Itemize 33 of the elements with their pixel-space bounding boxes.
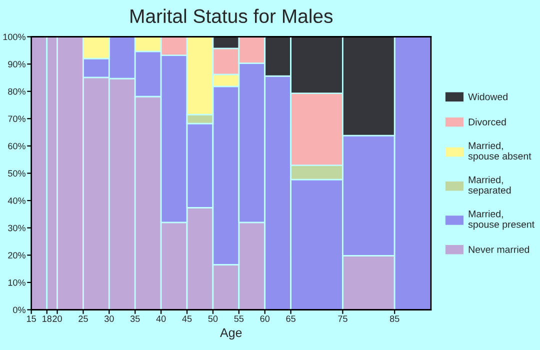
y-tick-label: 60% bbox=[8, 142, 26, 150]
legend-label: Married, separated bbox=[468, 176, 511, 196]
legend-label: Divorced bbox=[468, 118, 506, 126]
y-tick-label: 70% bbox=[8, 116, 26, 122]
x-tick-label: 35 bbox=[130, 316, 140, 322]
x-tick-label: 30 bbox=[104, 316, 114, 322]
x-tick-label: 55 bbox=[234, 316, 244, 322]
legend-label: Never married bbox=[468, 246, 530, 253]
y-tick-label: 10% bbox=[8, 279, 26, 286]
legend-label: Married, spouse absent bbox=[468, 142, 532, 162]
x-tick-label: 50 bbox=[208, 316, 218, 322]
y-tick-label: 20% bbox=[8, 252, 26, 259]
y-tick-label: 40% bbox=[8, 198, 26, 204]
chart-title: Marital Status for Males bbox=[130, 8, 333, 24]
x-tick-label: 60 bbox=[260, 316, 270, 322]
y-tick-label: 100% bbox=[3, 34, 26, 40]
y-tick-label: 0% bbox=[13, 306, 26, 314]
y-tick-label: 50% bbox=[8, 170, 26, 177]
x-tick-label: 18 bbox=[42, 316, 52, 322]
y-tick-label: 30% bbox=[8, 224, 26, 232]
x-tick-label: 15 bbox=[26, 316, 36, 322]
x-axis-title: Age bbox=[220, 328, 242, 340]
x-tick-label: 85 bbox=[390, 316, 400, 322]
x-tick-label: 75 bbox=[338, 316, 348, 322]
x-tick-label: 40 bbox=[156, 316, 166, 322]
x-tick-label: 45 bbox=[182, 316, 192, 322]
y-tick-label: 80% bbox=[8, 88, 26, 95]
legend-label: Widowed bbox=[468, 93, 508, 100]
x-tick-label: 25 bbox=[78, 316, 88, 322]
x-tick-label: 65 bbox=[286, 316, 296, 322]
x-tick-label: 20 bbox=[52, 316, 62, 322]
y-tick-label: 90% bbox=[8, 61, 26, 68]
legend-label: Married, spouse present bbox=[468, 210, 534, 230]
